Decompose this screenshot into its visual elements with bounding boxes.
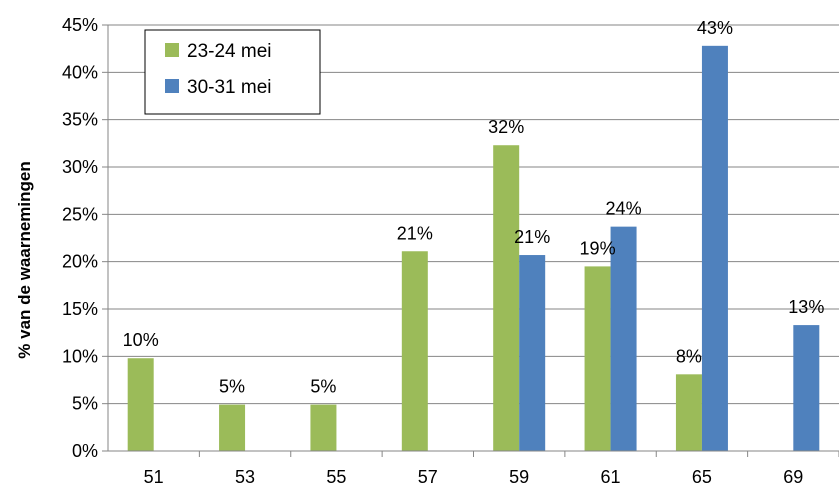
data-label: 32%	[488, 117, 524, 137]
legend-swatch	[165, 79, 179, 93]
data-label: 21%	[397, 223, 433, 243]
data-label: 19%	[580, 238, 616, 258]
data-label: 13%	[788, 297, 824, 317]
x-tick-label: 65	[692, 467, 712, 487]
data-label: 8%	[676, 346, 702, 366]
bar-green-57	[401, 251, 428, 451]
bar-green-55	[310, 404, 337, 451]
y-tick-label: 15%	[62, 299, 98, 319]
y-tick-label: 40%	[62, 62, 98, 82]
data-label: 5%	[310, 377, 336, 397]
bars	[127, 45, 820, 452]
legend: 23-24 mei 30-31 mei	[144, 29, 321, 115]
bar-blue-59	[519, 255, 546, 451]
data-labels: 10% 5% 5% 21% 32% 19% 8% 21% 24% 43% 13%	[123, 18, 825, 397]
x-tick-label: 51	[144, 467, 164, 487]
data-label: 5%	[219, 377, 245, 397]
legend-swatch	[165, 43, 179, 57]
y-axis-label: % van de waarnemingen	[15, 161, 34, 358]
y-tick-label: 30%	[62, 157, 98, 177]
data-label: 43%	[697, 18, 733, 38]
bar-blue-65	[701, 45, 728, 452]
x-tick-label: 55	[326, 467, 346, 487]
x-tick-label: 53	[235, 467, 255, 487]
bar-green-53	[219, 404, 246, 451]
x-tick-label: 69	[783, 467, 803, 487]
gridlines	[108, 24, 839, 405]
x-axis-ticks: 51 53 55 57 59 61 65 69	[144, 467, 804, 487]
bar-green-51	[127, 358, 154, 451]
y-tick-label: 5%	[72, 394, 98, 414]
y-tick-label: 20%	[62, 252, 98, 272]
data-label: 10%	[123, 330, 159, 350]
bar-blue-61	[610, 226, 637, 451]
bar-green-59	[493, 145, 520, 451]
legend-label: 30-31 mei	[187, 77, 272, 98]
x-tick-label: 57	[418, 467, 438, 487]
axes	[102, 24, 839, 457]
data-label: 21%	[514, 227, 550, 247]
x-tick-label: 59	[509, 467, 529, 487]
y-tick-label: 0%	[72, 441, 98, 461]
y-axis-ticks: 0% 5% 10% 15% 20% 25% 30% 35% 40% 45%	[62, 15, 98, 461]
bar-green-61	[584, 266, 611, 451]
x-tick-label: 61	[601, 467, 621, 487]
legend-label: 23-24 mei	[187, 41, 272, 62]
data-label: 24%	[606, 199, 642, 219]
bar-green-65	[675, 374, 702, 451]
y-tick-label: 35%	[62, 110, 98, 130]
y-tick-label: 45%	[62, 15, 98, 35]
y-tick-label: 25%	[62, 204, 98, 224]
bar-blue-69	[793, 325, 820, 451]
y-tick-label: 10%	[62, 346, 98, 366]
